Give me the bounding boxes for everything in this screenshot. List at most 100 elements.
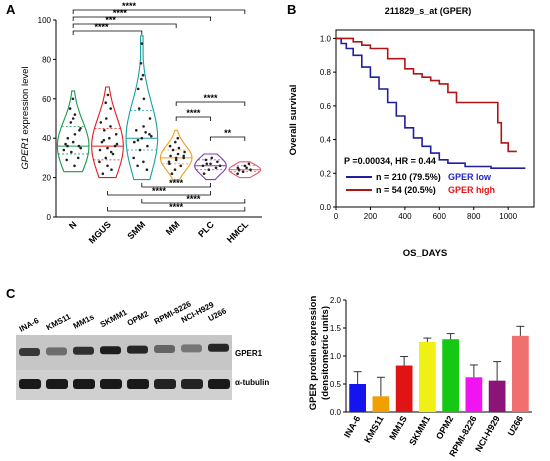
legend-low-n: n = 210 (79.5%) xyxy=(376,172,441,182)
violin-point xyxy=(110,168,113,171)
violin-point xyxy=(207,168,211,171)
bar-ytick-label: 1.0 xyxy=(330,352,342,361)
violin-point xyxy=(73,113,77,116)
violin-point xyxy=(73,133,77,136)
survival-plot-frame xyxy=(335,29,535,208)
significance-label: **** xyxy=(152,186,167,196)
violin-category-label: N xyxy=(67,219,79,231)
violin-shape xyxy=(91,86,124,179)
bar-category-label: KMS11 xyxy=(362,414,385,445)
violin-point xyxy=(142,125,145,128)
survival-xtick-label: 0 xyxy=(334,212,339,221)
survival-xtick-label: 800 xyxy=(467,212,481,221)
violin-point xyxy=(202,172,206,175)
violin-point xyxy=(135,129,138,132)
violin-point xyxy=(182,154,185,158)
blot-band-gper1 xyxy=(154,345,175,353)
bar xyxy=(349,384,366,412)
violin-point xyxy=(148,133,151,136)
violin-point xyxy=(66,136,70,140)
violin-point xyxy=(174,156,178,160)
violin-point xyxy=(115,142,119,146)
bar-ytick-label: 0.0 xyxy=(330,408,342,417)
violin-point xyxy=(106,93,110,97)
violin-point xyxy=(243,164,247,168)
violin-point xyxy=(76,156,80,160)
violin-point xyxy=(148,117,152,120)
significance-label: **** xyxy=(122,1,137,11)
blot-band-gper1 xyxy=(208,343,229,352)
violin-point xyxy=(182,156,185,160)
blot-band-gper1 xyxy=(127,345,148,354)
violin-point xyxy=(64,142,67,146)
violin-point xyxy=(245,166,248,170)
violin-point xyxy=(205,162,209,166)
blot-label-tubulin: α-tubulin xyxy=(235,378,269,387)
survival-xtick-label: 200 xyxy=(364,212,378,221)
violin-category-label: MM xyxy=(164,219,182,237)
violin-point xyxy=(136,138,140,142)
blot-band-gper1 xyxy=(46,347,67,356)
violin-point xyxy=(237,168,241,171)
violin-point xyxy=(140,136,144,140)
survival-xtick-label: 400 xyxy=(398,212,412,221)
blot-band-tubulin xyxy=(208,379,230,389)
blot-band-tubulin xyxy=(19,379,41,389)
violin-point xyxy=(70,150,73,154)
violin-point xyxy=(241,170,245,173)
legend-high-name: GPER high xyxy=(448,185,495,195)
violin-point xyxy=(169,154,172,158)
significance-bracket xyxy=(175,101,246,106)
violin-point xyxy=(66,144,69,148)
violin-point xyxy=(150,134,153,138)
significance-bracket xyxy=(141,199,246,204)
violin-shape xyxy=(194,153,227,181)
bar-category-label: OPM2 xyxy=(434,414,455,441)
survival-ytick-label: 0.6 xyxy=(320,102,332,111)
violin-point xyxy=(65,158,68,162)
violin-point xyxy=(140,42,144,45)
violin-shape xyxy=(159,129,193,181)
violin-point xyxy=(106,146,109,150)
violin-point xyxy=(73,164,76,168)
significance-bracket xyxy=(210,136,246,141)
violin-ytick-label: 20 xyxy=(42,174,51,183)
legend-low-name: GPER low xyxy=(448,172,492,182)
violin-point xyxy=(133,140,136,144)
violin-ytick-label: 40 xyxy=(42,134,51,143)
panel-letter-a: A xyxy=(6,2,16,17)
violin-point xyxy=(146,144,149,148)
significance-bracket xyxy=(107,207,246,212)
blot-label-gper1: GPER1 xyxy=(235,349,263,358)
violin-point xyxy=(179,164,183,168)
blot-band-tubulin xyxy=(73,379,95,389)
significance-bracket xyxy=(72,23,177,28)
bar-ytick-label: 1.5 xyxy=(330,324,342,333)
violin-point xyxy=(144,131,147,134)
bar xyxy=(465,377,483,412)
bar-ylabel-line2: (densitometric units) xyxy=(320,306,331,400)
violin-point xyxy=(62,148,66,152)
violin-point xyxy=(170,172,174,175)
bar xyxy=(488,380,506,412)
violin-point xyxy=(78,129,81,132)
significance-label: **** xyxy=(169,202,184,212)
blot-lane-label: INA-6 xyxy=(18,316,41,334)
violin-point xyxy=(109,107,112,110)
violin-point xyxy=(98,160,101,164)
bar xyxy=(512,335,529,412)
violin-point xyxy=(141,73,145,77)
violin-point xyxy=(132,156,135,160)
significance-label: **** xyxy=(94,22,109,32)
survival-xtick-label: 600 xyxy=(433,212,447,221)
violin-point xyxy=(183,150,186,154)
significance-label: **** xyxy=(169,178,184,188)
bar xyxy=(419,342,436,412)
survival-ytick-label: 1.0 xyxy=(320,34,332,43)
violin-point xyxy=(145,168,149,171)
blot-lane-label: OPM2 xyxy=(126,309,151,328)
violin-point xyxy=(174,158,178,162)
blot-band-gper1 xyxy=(19,348,40,356)
violin-point xyxy=(136,164,139,168)
violin-ytick-label: 80 xyxy=(42,55,51,64)
